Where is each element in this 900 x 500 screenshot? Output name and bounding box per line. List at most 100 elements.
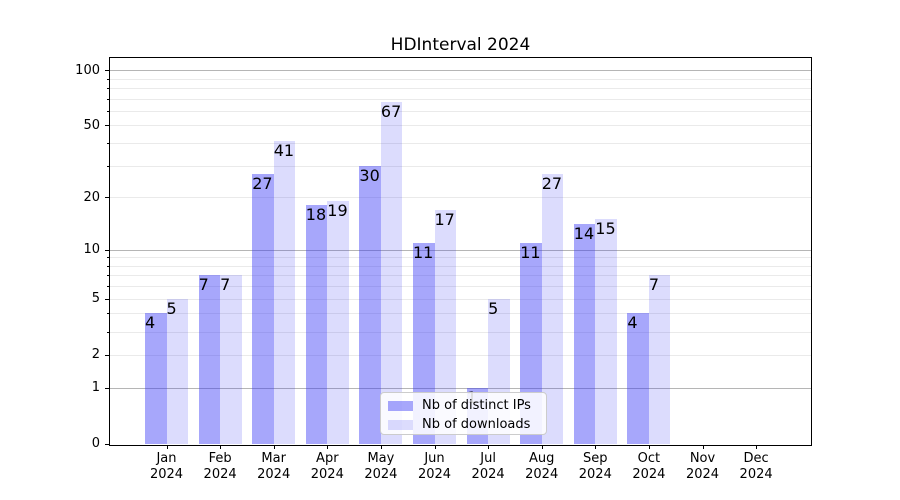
legend-item-downloads: Nb of downloads (388, 416, 546, 434)
x-tick-label-month: Oct (637, 451, 661, 466)
x-tick-label: Aug 2024 (514, 451, 570, 482)
x-tick (541, 445, 543, 449)
x-tick-label-month: Aug (528, 451, 555, 466)
x-tick-label-month: Mar (261, 451, 286, 466)
y-gridline-minor (110, 98, 811, 100)
x-tick-label-year: 2024 (149, 466, 184, 482)
y-gridline-minor (110, 197, 811, 199)
y-gridline-minor (110, 286, 811, 288)
x-tick-label-year: 2024 (578, 466, 612, 482)
y-gridline-major (110, 249, 811, 251)
bar-distinct-ips: 18 (305, 205, 328, 445)
y-tick (104, 387, 110, 389)
bar-downloads: 15 (595, 219, 617, 445)
y-minor-tick (107, 110, 110, 112)
bar-downloads: 5 (166, 298, 188, 445)
y-gridline-minor (110, 143, 811, 144)
x-tick-label-month: Dec (743, 451, 769, 466)
y-gridline-minor (110, 354, 811, 356)
y-minor-tick (107, 286, 110, 288)
y-gridline-minor (110, 165, 811, 167)
x-tick-label-month: May (367, 451, 395, 466)
x-tick (648, 445, 650, 449)
x-tick (702, 445, 704, 449)
y-gridline-minor (110, 313, 811, 315)
x-tick-label-month: Jul (480, 451, 496, 466)
x-tick (756, 445, 758, 449)
y-tick (104, 249, 110, 251)
x-tick (595, 445, 597, 449)
x-tick-label-year: 2024 (417, 466, 452, 482)
x-tick-label-month: Apr (316, 451, 339, 466)
x-tick-label-year: 2024 (632, 466, 666, 482)
x-tick-label-year: 2024 (685, 466, 720, 482)
y-minor-tick (107, 313, 110, 315)
x-tick-label: Nov 2024 (675, 451, 731, 482)
y-gridline-minor (110, 331, 811, 333)
x-tick-label-year: 2024 (257, 466, 291, 482)
bar-downloads: 7 (648, 275, 671, 445)
x-tick-label: Sep 2024 (567, 451, 623, 482)
x-tick-label: Jul 2024 (460, 451, 516, 482)
bar-downloads: 7 (220, 275, 242, 445)
y-minor-tick (107, 265, 110, 267)
y-gridline-minor (110, 275, 811, 277)
bar-downloads: 41 (273, 141, 296, 445)
x-tick-label: Apr 2024 (299, 451, 355, 482)
y-minor-tick (107, 78, 110, 80)
x-tick-label: May 2024 (353, 451, 409, 482)
x-tick-label: Feb 2024 (192, 451, 248, 482)
legend-label-distinct-ips: Nb of distinct IPs (422, 398, 531, 413)
y-tick-label: 100 (75, 62, 100, 78)
y-tick (104, 298, 110, 300)
y-tick-label: 2 (91, 347, 100, 363)
y-gridline-minor (110, 87, 811, 89)
bar-downloads: 27 (541, 173, 564, 445)
y-minor-tick (107, 98, 110, 100)
y-minor-tick (107, 165, 110, 167)
y-tick-label: 0 (91, 436, 100, 452)
bar-downloads: 19 (327, 201, 349, 445)
x-tick-label: Jun 2024 (407, 451, 463, 482)
x-tick-label: Oct 2024 (621, 451, 677, 482)
y-gridline-minor (110, 125, 811, 127)
bar-distinct-ips: 4 (145, 313, 167, 445)
bar-downloads: 67 (380, 102, 403, 445)
bar-downloads: 17 (434, 209, 456, 445)
x-tick (434, 445, 436, 449)
y-tick (104, 354, 110, 356)
bar-distinct-ips: 14 (573, 224, 596, 445)
y-tick-label: 20 (83, 189, 100, 205)
y-minor-tick (107, 275, 110, 277)
legend: Nb of distinct IPs Nb of downloads (380, 392, 547, 435)
x-tick-label-year: 2024 (203, 466, 237, 482)
x-tick-label-year: 2024 (310, 466, 344, 482)
y-tick-label: 5 (91, 291, 100, 307)
x-tick-label-month: Jan (156, 451, 177, 466)
x-tick (220, 445, 222, 449)
y-minor-tick (107, 87, 110, 89)
y-gridline-minor (110, 265, 811, 267)
x-tick-label: Mar 2024 (246, 451, 302, 482)
chart-title: HDInterval 2024 (390, 35, 531, 55)
legend-swatch-distinct-ips (388, 400, 413, 412)
y-gridline-minor (110, 298, 811, 300)
legend-swatch-downloads (388, 419, 413, 431)
y-tick-label: 1 (91, 380, 100, 396)
x-tick-label-month: Sep (583, 451, 608, 466)
x-tick (166, 445, 168, 449)
x-tick-label: Jan 2024 (139, 451, 195, 482)
bar-distinct-ips: 4 (627, 313, 649, 445)
x-tick-label-month: Feb (208, 451, 232, 466)
y-gridline-minor (110, 257, 811, 259)
bar-distinct-ips: 30 (359, 165, 381, 445)
x-tick-label-year: 2024 (739, 466, 773, 482)
y-minor-tick (107, 257, 110, 259)
x-tick-label-year: 2024 (471, 466, 505, 482)
x-tick (488, 445, 490, 449)
y-tick (104, 70, 110, 71)
x-tick-label-month: Nov (689, 451, 716, 466)
x-tick-label: Dec 2024 (728, 451, 784, 482)
y-gridline-major (110, 387, 811, 389)
